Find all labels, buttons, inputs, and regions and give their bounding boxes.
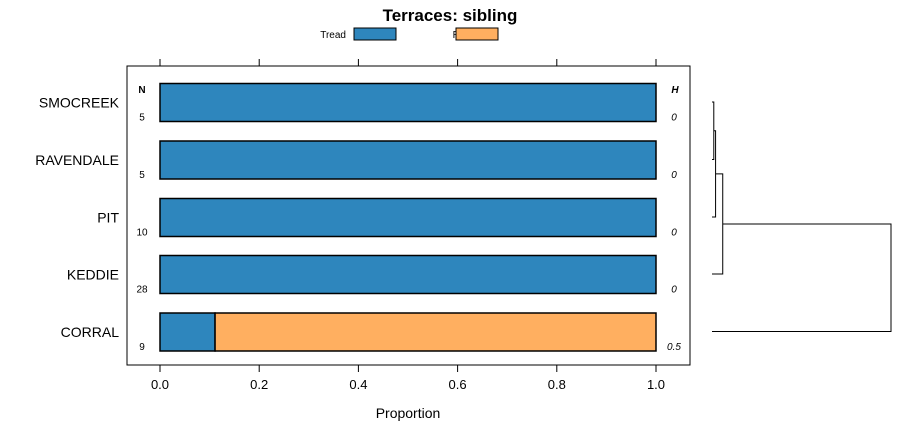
bar-tread-ravendale (159, 140, 657, 180)
category-label: SMOCREEK (39, 95, 120, 111)
h-column-header: H (671, 85, 679, 96)
h-value: 0 (671, 228, 677, 239)
bar-tread-smocreek (159, 82, 657, 123)
dendrogram-branch (712, 223, 892, 332)
x-tick-label: 0.2 (250, 377, 268, 392)
h-value: 0 (671, 113, 677, 124)
chart-title: Terraces: sibling (383, 6, 518, 25)
legend-swatch-riser (455, 27, 499, 41)
dendrogram (712, 101, 892, 332)
n-value: 5 (139, 170, 145, 181)
bars: SMOCREEK 5 0 RAVENDALE 5 0 PIT 10 0 KEDDIE 28 0 CORR… (35, 82, 681, 353)
h-value: 0 (671, 285, 677, 296)
bar-tread-keddie (159, 254, 657, 295)
x-tick-label: 0.6 (449, 377, 467, 392)
category-label: PIT (97, 210, 119, 226)
x-tick-label: 1.0 (647, 377, 665, 392)
n-value: 28 (136, 285, 148, 296)
h-value: 0 (671, 170, 677, 181)
category-label: RAVENDALE (35, 152, 119, 168)
n-value: 9 (139, 342, 145, 353)
bar-tread-pit (159, 197, 657, 238)
category-label: CORRAL (61, 324, 120, 340)
x-tick-label: 0.8 (548, 377, 566, 392)
x-tick-label: 0.4 (349, 377, 367, 392)
plot-panel (126, 65, 691, 366)
legend-label-tread: Tread (320, 30, 346, 41)
legend-swatch-tread (353, 27, 397, 41)
x-axis-title: Proportion (376, 405, 441, 421)
x-axis: 0.0 0.2 0.4 0.6 0.8 1.0 (151, 59, 665, 392)
n-value: 10 (136, 228, 148, 239)
legend: TreadRiser (320, 27, 499, 41)
bar-riser-corral (214, 312, 657, 352)
n-column-header: N (138, 85, 145, 96)
category-label: KEDDIE (67, 267, 119, 283)
h-value: 0.5 (667, 342, 681, 353)
dendrogram-branch (712, 101, 715, 160)
n-value: 5 (139, 113, 145, 124)
bar-tread-corral (159, 312, 216, 352)
dendrogram-branch (712, 173, 724, 275)
x-tick-label: 0.0 (151, 377, 169, 392)
